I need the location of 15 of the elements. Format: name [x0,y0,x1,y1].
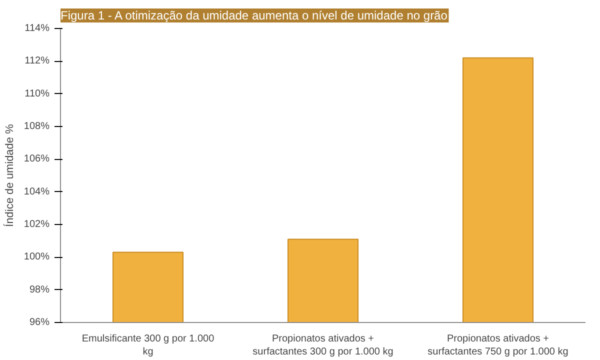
y-tick-label: 102% [24,219,50,230]
y-tick-label: 114% [24,23,50,34]
x-tick-label: Emulsificante 300 g por 1.000 kg [82,334,215,358]
y-tick-label: 98% [29,284,50,296]
y-tick-label: 106% [24,154,50,165]
chart-title: Figura 1 - A otimização da umidade aumenta o nível de umidade no grão [60,8,448,22]
y-tick-label: 100% [24,252,50,263]
y-axis-title: Índice de umidade % [2,124,16,227]
x-tick-label: Propionatos ativados + surfactantes 300 g por 1.000 kg [252,334,394,358]
y-tick-label: 96% [29,317,50,328]
y-tick-label: 108% [24,121,50,132]
y-tick-label: 110% [24,88,50,100]
y-tick-label: 104% [24,186,50,198]
y-tick-label: 112% [24,56,50,67]
x-tick-label: Propionatos ativados + surfactantes 750 g por 1.000 kg [428,334,568,358]
